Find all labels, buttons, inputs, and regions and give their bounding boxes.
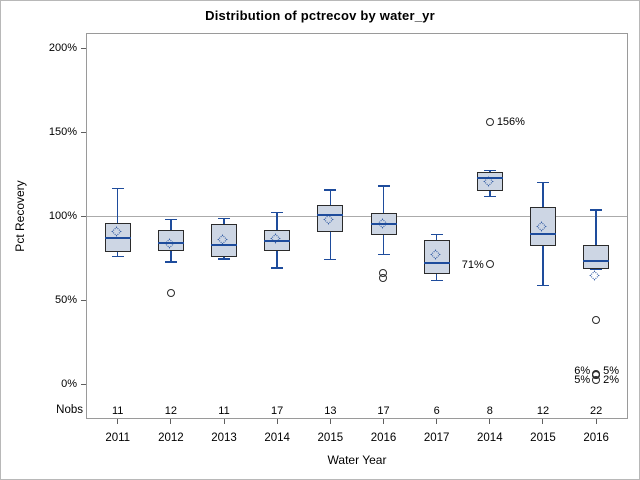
median-line [211,244,238,247]
whisker-cap-low [377,253,390,256]
x-tick-label: 2014 [264,432,290,444]
whisker-cap-high [111,187,124,190]
x-tick-label: 2017 [423,432,450,444]
whisker-cap-high [271,211,284,214]
outlier-marker [591,315,600,324]
whisker-cap-high [324,189,337,191]
median-line [370,222,397,225]
x-tick-label: 2014 [477,432,503,444]
x-tick-label: 2016 [583,432,609,444]
median-line [157,241,184,244]
outlier-label: 71% [461,258,484,271]
x-tick-label: 2015 [317,432,344,444]
nobs-row-label: Nobs [56,404,83,416]
whisker-cap-high [590,209,603,211]
box-2015 [529,206,556,247]
y-tick-mark [81,299,86,301]
x-tick-mark [383,419,384,424]
median-line [583,259,610,262]
x-tick-label: 2015 [530,432,556,444]
nobs-value: 13 [324,405,337,417]
x-tick-label: 2011 [105,432,131,444]
whisker-line [116,188,119,257]
x-tick-mark [170,419,172,424]
whisker-cap-high [164,218,177,221]
x-tick-mark [329,419,331,424]
outlier-marker [379,273,388,282]
x-tick-mark [595,419,597,424]
y-tick-label: 200% [48,42,77,54]
median-line [423,262,450,265]
y-tick-label: 0% [61,378,77,390]
nobs-value: 8 [486,405,493,417]
whisker-cap-low [111,255,124,258]
box-2012 [157,230,184,252]
nobs-value: 11 [111,405,124,417]
y-tick-mark [81,215,86,217]
x-tick-label: 2016 [370,432,397,444]
box-2014 [476,172,503,191]
x-tick-mark [542,419,544,424]
median-line [529,232,556,235]
median-line [104,236,131,239]
y-tick-mark [81,47,86,49]
y-tick-mark [81,131,86,133]
box-2016 [583,244,610,269]
whisker-cap-low [271,267,284,269]
x-tick-mark [436,419,438,424]
outlier-label: 6% [574,364,591,377]
whisker-cap-high [377,185,390,187]
y-tick-label: 50% [54,294,77,306]
median-line [476,177,503,180]
whisker-cap-low [218,258,231,260]
y-tick-mark [81,383,86,385]
whisker-cap-low [536,284,549,287]
nobs-value: 6 [433,405,440,417]
nobs-value: 12 [164,405,177,417]
outlier-label: 5% [603,364,620,377]
outlier-label: 156% [496,115,525,128]
outlier-marker [591,376,600,385]
x-tick-label: 2013 [211,432,237,444]
median-line [264,240,291,243]
box-2017 [423,239,450,274]
x-tick-mark [117,419,119,424]
whisker-cap-high [430,233,443,236]
outlier-marker [485,260,494,269]
whisker-cap-low [590,268,603,270]
y-tick-label: 150% [48,126,77,138]
chart-title: Distribution of pctrecov by water_yr [205,8,435,23]
whisker-cap-low [324,258,337,261]
x-axis-title: Water Year [327,453,387,467]
y-tick-label: 100% [48,210,77,222]
y-axis-title: Pct Recovery [13,180,27,252]
outlier-label: 5% [574,373,591,386]
whisker-cap-low [430,279,443,282]
whisker-line [595,210,597,269]
whisker-cap-high [218,217,231,220]
whisker-cap-low [164,261,177,263]
nobs-value: 11 [218,405,230,417]
x-tick-mark [276,419,278,424]
nobs-value: 17 [271,405,284,417]
x-tick-mark [223,419,225,424]
whisker-cap-high [536,181,549,184]
box-2015 [317,205,344,232]
reference-line [87,215,627,217]
outlier-marker [166,288,175,297]
nobs-value: 12 [536,405,550,417]
nobs-value: 17 [377,405,390,417]
median-line [317,214,344,217]
outlier-label: 2% [603,373,620,386]
whisker-cap-low [483,195,496,198]
whisker-cap-high [483,169,496,172]
box-2013 [211,223,238,258]
x-tick-mark [489,419,491,424]
x-tick-label: 2012 [158,432,184,444]
nobs-value: 22 [590,405,603,417]
outlier-marker [485,117,494,126]
